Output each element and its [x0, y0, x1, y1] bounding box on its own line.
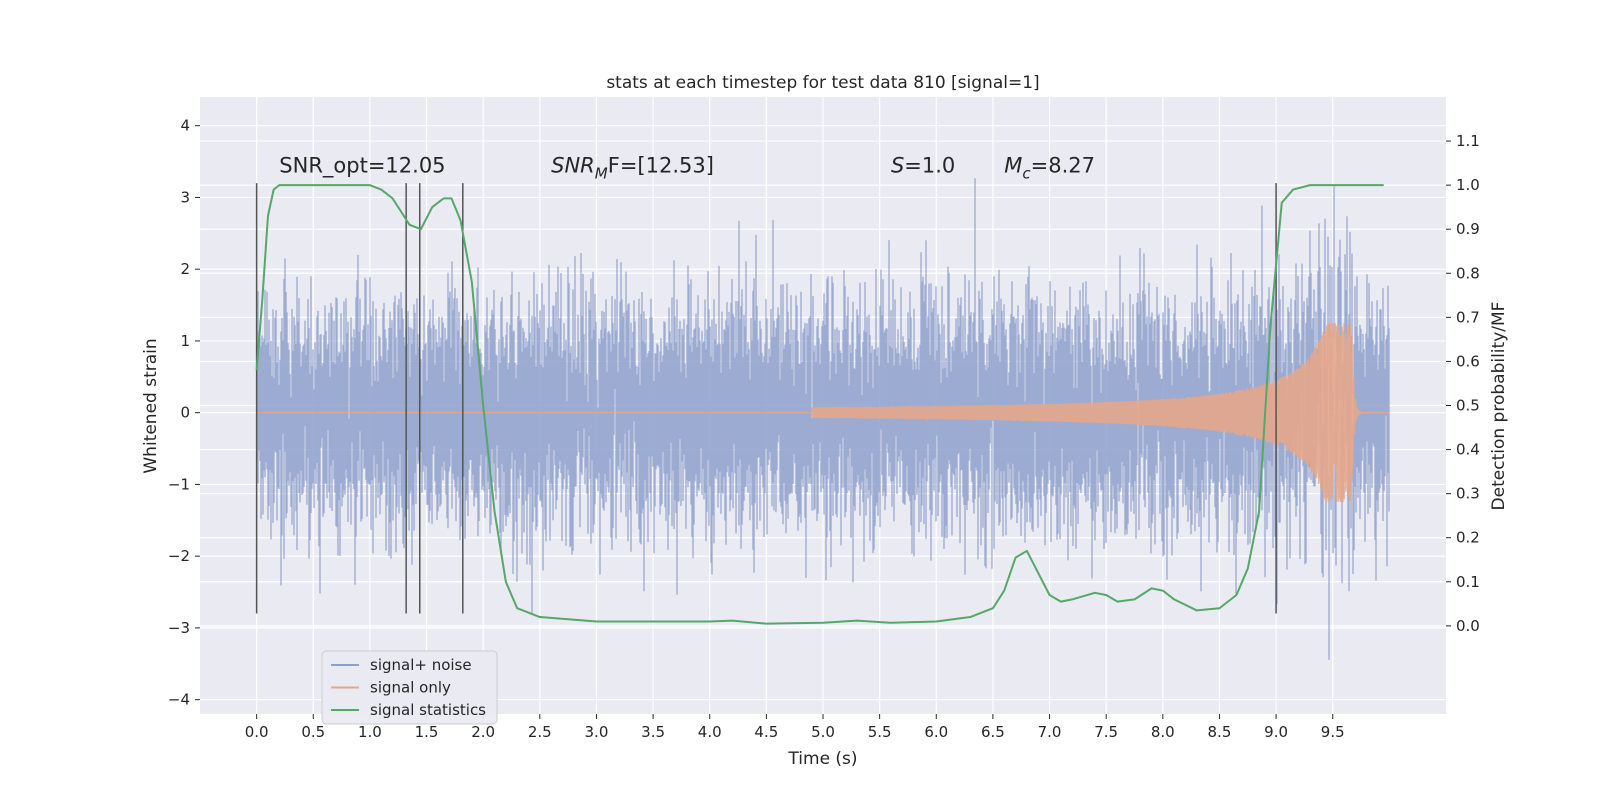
- signal-statistics-line: [255, 184, 1384, 625]
- legend-entry: signal statistics: [370, 701, 486, 719]
- y-tick-label: 2: [180, 260, 190, 278]
- x-tick-label: 0.5: [301, 723, 325, 741]
- legend-entry: signal only: [370, 679, 451, 697]
- y-axis-label: Whitened strain: [141, 338, 161, 473]
- y-tick-label: −4: [168, 691, 190, 709]
- x-tick-label: 6.5: [981, 723, 1005, 741]
- x-tick-label: 5.0: [811, 723, 835, 741]
- annotation-text: S=1.0: [891, 153, 955, 177]
- x-tick-label: 8.5: [1208, 723, 1232, 741]
- y2-axis-ticks: 1.1 1.0 0.9 0.8 0.7 0.6 0.5 0.4 0.3 0.2 0.1 0.0: [1446, 132, 1480, 635]
- legend-box: [321, 650, 498, 725]
- x-tick-label: 7.5: [1094, 723, 1118, 741]
- x-tick-label: 2.0: [471, 723, 495, 741]
- x-tick-label: 0.0: [245, 723, 269, 741]
- x-tick-label: 1.5: [415, 723, 439, 741]
- annotation-symbol: S: [891, 153, 904, 177]
- annotation-symbol: SNR: [551, 153, 595, 177]
- y2-axis-label: Detection probability/MF: [1489, 302, 1509, 511]
- x-tick-label: 7.0: [1038, 723, 1062, 741]
- y2-tick-label: 0.1: [1456, 573, 1480, 591]
- signal-only-line: [256, 323, 1390, 503]
- x-tick-label: 4.0: [698, 723, 722, 741]
- y-axis-ticks: 4 3 2 1 0 −1 −2 −3 −4: [168, 117, 200, 709]
- annotation-text: Mc=8.27: [1004, 153, 1095, 182]
- annotations: SNR_opt=12.05 SNRMF=[12.53] S=1.0 Mc=8.27: [279, 153, 1095, 182]
- y2-tick-label: 0.5: [1456, 397, 1480, 415]
- annotation-subscript: c: [1022, 164, 1031, 182]
- x-tick-label: 6.0: [924, 723, 948, 741]
- y-tick-label: 1: [180, 332, 190, 350]
- y-tick-label: 0: [180, 404, 190, 422]
- y2-tick-label: 0.7: [1456, 308, 1480, 326]
- signal-only-series: [256, 323, 1390, 503]
- annotation-text: SNR_opt=12.05: [279, 153, 445, 178]
- legend-entry: signal+ noise: [370, 656, 472, 674]
- x-tick-label: 4.5: [754, 723, 778, 741]
- annotation-value: =1.0: [904, 153, 955, 177]
- y-tick-label: 3: [180, 188, 190, 206]
- annotation-text: SNRMF=[12.53]: [551, 153, 714, 182]
- chart-title: stats at each timestep for test data 810…: [606, 73, 1039, 93]
- x-tick-label: 2.5: [528, 723, 552, 741]
- x-tick-label: 9.0: [1264, 723, 1288, 741]
- y2-tick-label: 1.1: [1456, 132, 1480, 150]
- y2-tick-label: 1.0: [1456, 176, 1480, 194]
- x-tick-label: 3.0: [585, 723, 609, 741]
- x-tick-label: 5.5: [868, 723, 892, 741]
- y-tick-label: −1: [168, 475, 190, 493]
- annotation-value: F=[12.53]: [608, 153, 714, 177]
- x-tick-label: 8.0: [1151, 723, 1175, 741]
- x-tick-label: 9.5: [1321, 723, 1345, 741]
- annotation-subscript: M: [595, 164, 608, 182]
- legend: signal+ noise signal only signal statistic…: [321, 650, 498, 725]
- y2-tick-label: 0.0: [1456, 617, 1480, 635]
- y2-tick-label: 0.9: [1456, 220, 1480, 238]
- y-tick-label: −3: [168, 619, 190, 637]
- annotation-symbol: M: [1004, 153, 1022, 177]
- y2-tick-label: 0.3: [1456, 485, 1480, 503]
- x-tick-label: 3.5: [641, 723, 665, 741]
- y2-tick-label: 0.2: [1456, 529, 1480, 547]
- y2-tick-label: 0.6: [1456, 352, 1480, 370]
- signal-statistics-series: [255, 184, 1384, 625]
- y2-tick-label: 0.8: [1456, 264, 1480, 282]
- y2-tick-label: 0.4: [1456, 441, 1480, 459]
- x-axis-label: Time (s): [787, 749, 857, 769]
- y-tick-label: −2: [168, 547, 190, 565]
- x-axis-ticks: 0.0 0.5 1.0 1.5 2.0 2.5 3.0 3.5 4.0 4.5 5.0 5.5 6.0 6…: [245, 714, 1345, 741]
- y-tick-label: 4: [180, 117, 190, 135]
- annotation-value: =8.27: [1031, 153, 1095, 177]
- x-tick-label: 1.0: [358, 723, 382, 741]
